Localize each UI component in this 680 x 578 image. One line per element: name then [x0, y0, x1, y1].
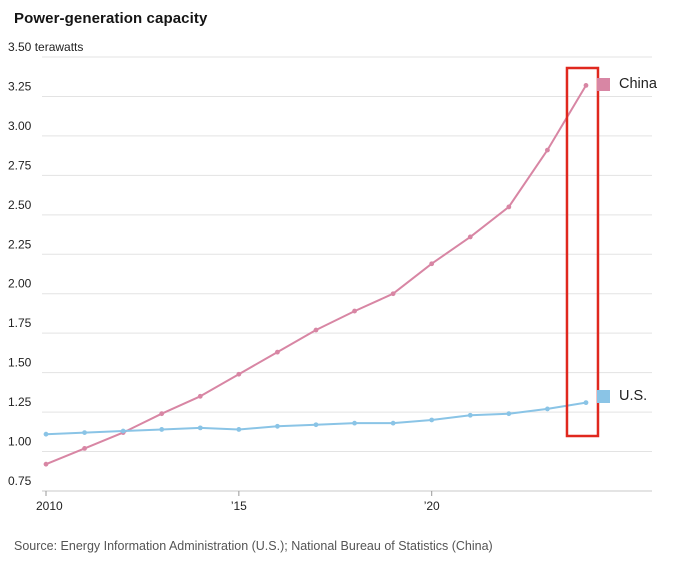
china-line [45, 84, 587, 466]
data-point [506, 411, 512, 417]
y-tick-label: 1.00 [8, 435, 32, 449]
legend-item-us: U.S. [597, 388, 647, 404]
data-point [545, 147, 550, 153]
y-tick-label: 3.50 terawatts [8, 40, 83, 54]
data-point [236, 371, 242, 377]
data-point [120, 428, 126, 434]
data-point [82, 445, 87, 451]
y-tick-label: 3.25 [8, 79, 32, 93]
y-tick-label: 1.50 [8, 356, 32, 370]
data-point [352, 420, 357, 426]
legend-item-china: China [597, 76, 657, 92]
china-legend-swatch [597, 77, 610, 91]
data-point [82, 430, 87, 436]
data-point [352, 308, 357, 314]
y-tick-label: 2.00 [8, 277, 32, 291]
source-attribution: Source: Energy Information Administratio… [14, 539, 493, 553]
data-point [467, 412, 473, 418]
data-point [275, 349, 280, 355]
data-point [43, 461, 49, 467]
us-line [45, 401, 587, 436]
y-tick-label: 3.00 [8, 119, 32, 133]
us-legend-swatch [597, 389, 610, 403]
data-point [275, 423, 280, 429]
y-tick-label: 2.75 [8, 158, 32, 172]
y-tick-label: 1.25 [8, 395, 32, 409]
highlight-box [565, 66, 600, 438]
y-tick-label: 0.75 [8, 474, 32, 488]
data-point [390, 291, 396, 297]
data-point [583, 83, 589, 88]
us-legend-label: U.S. [619, 388, 648, 404]
data-point [197, 425, 203, 431]
x-tick-label: ’15 [231, 499, 247, 513]
page-title: Power-generation capacity [14, 10, 208, 27]
data-point [236, 427, 242, 432]
data-point [159, 427, 165, 432]
data-point [197, 393, 203, 399]
data-point [313, 327, 319, 333]
data-point [506, 204, 512, 210]
x-tick-label: 2010 [36, 499, 63, 513]
y-tick-label: 1.75 [8, 316, 32, 330]
china-legend-label: China [619, 76, 657, 92]
y-tick-label: 2.50 [8, 198, 32, 212]
data-point [429, 417, 435, 423]
x-tick-label: ’20 [424, 499, 440, 513]
data-point [159, 411, 165, 417]
data-point [545, 406, 550, 412]
data-point [313, 422, 319, 428]
data-point [429, 261, 435, 267]
data-point [43, 431, 49, 437]
data-point [467, 234, 473, 240]
data-point [390, 420, 396, 426]
data-point [583, 400, 589, 406]
y-tick-label: 2.25 [8, 237, 32, 251]
